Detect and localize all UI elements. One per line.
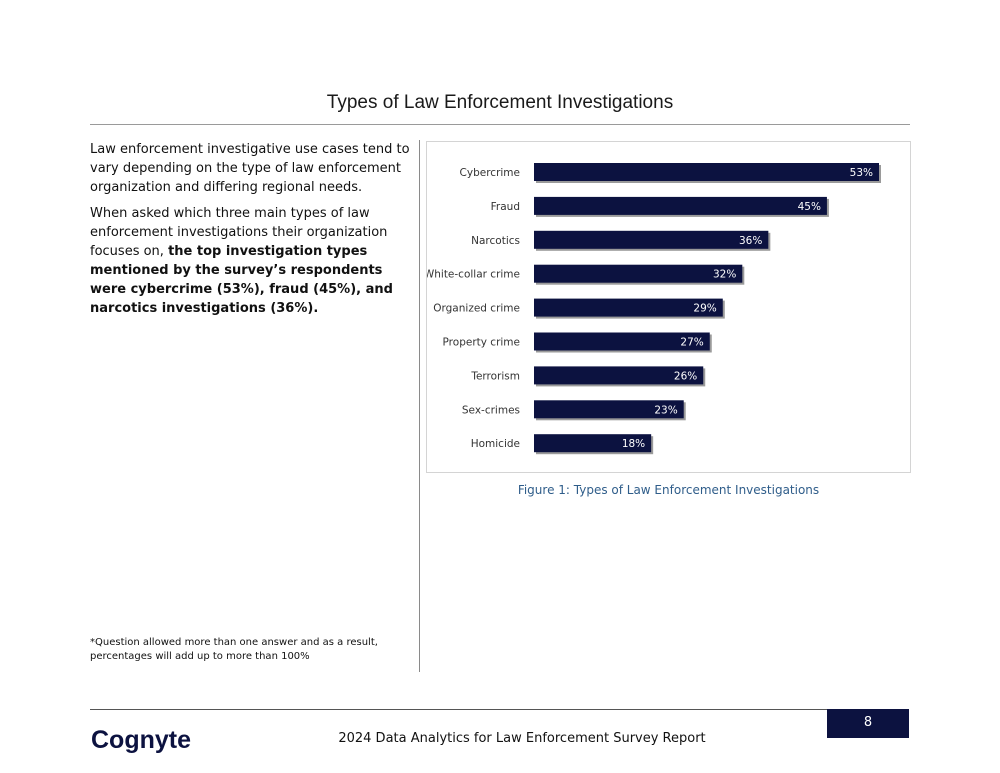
column-divider bbox=[419, 140, 420, 672]
bar bbox=[534, 298, 723, 317]
intro-paragraph-1: Law enforcement investigative use cases … bbox=[90, 142, 410, 195]
bar bbox=[534, 366, 704, 385]
value-label: 53% bbox=[850, 167, 873, 179]
bar-chart-svg: Cybercrime 53% Fraud 45% Narcotics 36% White-c… bbox=[427, 163, 881, 455]
intro-text: Law enforcement investigative use cases … bbox=[90, 140, 412, 325]
value-label: 36% bbox=[739, 235, 762, 247]
value-label: 45% bbox=[798, 201, 821, 213]
value-label: 27% bbox=[680, 337, 703, 349]
bar bbox=[534, 196, 827, 215]
footnote: *Question allowed more than one answer a… bbox=[90, 637, 378, 662]
category-label: Property crime bbox=[443, 337, 520, 349]
bar bbox=[534, 163, 879, 181]
title-divider bbox=[90, 124, 910, 125]
bar bbox=[534, 400, 684, 419]
footer-report-title: 2024 Data Analytics for Law Enforcement … bbox=[338, 731, 706, 746]
category-label: White-collar crime bbox=[427, 269, 520, 281]
intro-paragraph-2-plain: When asked which three main types of law… bbox=[90, 206, 388, 259]
value-label: 26% bbox=[674, 370, 697, 382]
bar bbox=[534, 264, 743, 283]
cognyte-logo: Cognyte bbox=[91, 726, 191, 754]
bar-chart: Cybercrime 53% Fraud 45% Narcotics 36% White-c… bbox=[426, 141, 911, 473]
bar bbox=[534, 332, 710, 351]
category-label: Narcotics bbox=[471, 235, 520, 247]
value-label: 32% bbox=[713, 269, 736, 281]
intro-paragraph-2-bold: the top investigation types mentioned by… bbox=[90, 244, 393, 316]
page-number: 8 bbox=[827, 709, 909, 738]
category-label: Cybercrime bbox=[460, 167, 520, 179]
logo-wordmark: Cognyte bbox=[91, 726, 191, 754]
category-label: Organized crime bbox=[433, 303, 520, 315]
intro-paragraph-2: When asked which three main types of law… bbox=[90, 204, 412, 318]
bar bbox=[534, 434, 652, 453]
category-label: Sex-crimes bbox=[462, 404, 520, 416]
category-label: Fraud bbox=[491, 201, 520, 213]
value-label: 23% bbox=[654, 404, 677, 416]
category-label: Homicide bbox=[471, 438, 520, 450]
bar bbox=[534, 230, 769, 249]
value-label: 29% bbox=[693, 303, 716, 315]
category-label: Terrorism bbox=[470, 370, 520, 382]
footer-divider bbox=[90, 709, 828, 710]
value-label: 18% bbox=[622, 438, 645, 450]
figure-caption: Figure 1: Types of Law Enforcement Inves… bbox=[517, 483, 820, 497]
page-title: Types of Law Enforcement Investigations bbox=[326, 92, 674, 113]
